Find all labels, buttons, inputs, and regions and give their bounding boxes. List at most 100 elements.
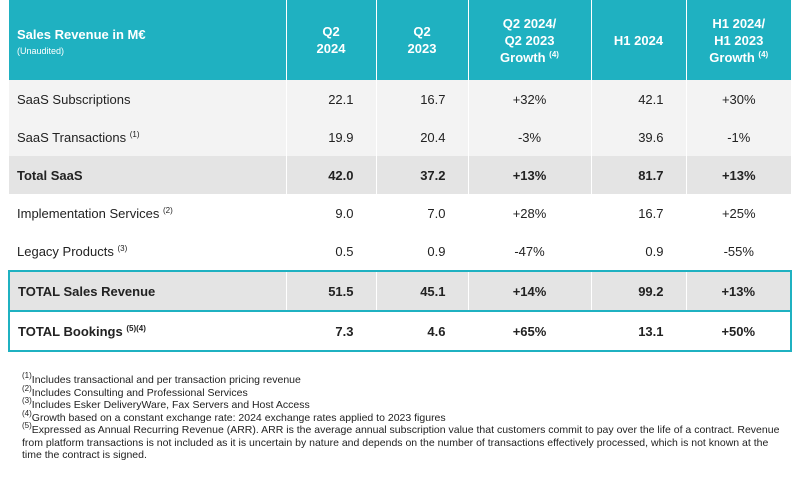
column-header-text: Q2 2023: [504, 32, 555, 48]
cell-value: +25%: [721, 205, 756, 221]
cell-value: 39.6: [638, 129, 664, 145]
value-cell: +30%: [685, 80, 791, 118]
value-cell: +28%: [467, 194, 591, 232]
value-cell: 9.0: [285, 194, 376, 232]
cell-value: +65%: [512, 323, 547, 339]
cell-value: 0.9: [645, 243, 664, 259]
cell-value: +13%: [721, 283, 756, 299]
value-cell: 45.1: [375, 270, 468, 311]
footnote-text: Includes transactional and per transacti…: [31, 374, 301, 386]
table-row: SaaS Transactions (1) 19.9 20.4 -3% 39.6 -1%: [9, 118, 791, 156]
footnote-mark: (1): [22, 371, 32, 380]
column-header: Q2 2023: [375, 0, 468, 80]
cell-value: 16.7: [638, 205, 664, 221]
footnote: (3)Includes Esker DeliveryWare, Fax Serv…: [22, 397, 782, 412]
value-cell: 20.4: [375, 118, 468, 156]
cell-value: 0.5: [335, 243, 354, 259]
cell-value: 0.9: [427, 243, 446, 259]
row-label: Implementation Services: [17, 205, 160, 221]
value-cell: +32%: [467, 80, 591, 118]
column-header-line: H1 2024: [592, 32, 686, 49]
row-label: SaaS Transactions: [17, 129, 127, 145]
value-cell: -1%: [685, 118, 791, 156]
cell-value: -1%: [727, 129, 751, 145]
cell-value: 51.5: [328, 283, 354, 299]
row-label-cell: Implementation Services (2): [9, 194, 286, 232]
column-header-line: 2023: [377, 40, 468, 57]
value-cell: 4.6: [375, 310, 468, 352]
row-label: SaaS Subscriptions: [17, 91, 131, 107]
column-header-note: (4): [549, 49, 559, 59]
value-cell: 7.3: [285, 310, 376, 352]
value-cell: 7.0: [375, 194, 468, 232]
footnote-mark: (4): [22, 408, 32, 418]
cell-value: +14%: [512, 283, 547, 299]
column-header-line: Growth (4): [687, 49, 792, 66]
footnote: (4)Growth based on a constant exchange r…: [22, 408, 782, 425]
cell-value: 81.7: [638, 167, 664, 183]
cell-value: 20.4: [420, 129, 446, 145]
column-header: Q2 2024/Q2 2023 Growth (4): [467, 0, 591, 80]
table-title: Sales Revenue in M€: [17, 27, 146, 42]
cell-value: +13%: [721, 167, 756, 183]
row-note: (3): [117, 243, 128, 253]
cell-value: 42.1: [638, 91, 664, 107]
cell-value: 19.9: [328, 129, 354, 145]
table-row: SaaS Subscriptions 22.1 16.7 +32% 42.1 +30%: [9, 80, 791, 118]
cell-value: 7.3: [335, 323, 354, 339]
value-cell: 16.7: [375, 80, 468, 118]
row-note: (2): [162, 205, 173, 215]
cell-value: -3%: [517, 129, 542, 145]
cell-value: 4.6: [427, 323, 446, 339]
value-cell: +65%: [467, 310, 591, 352]
column-header: H1 2024: [590, 0, 686, 80]
cell-value: -47%: [514, 243, 545, 259]
column-header-line: Q2: [287, 23, 376, 40]
footnote-text: Includes Consulting and Professional Ser…: [31, 386, 248, 399]
cell-value: 7.0: [427, 205, 446, 221]
value-cell: 39.6: [590, 118, 686, 156]
column-header-note: (4): [758, 49, 769, 59]
value-cell: +13%: [467, 156, 591, 194]
row-label: Total SaaS: [17, 167, 83, 183]
value-cell: -3%: [467, 118, 591, 156]
column-header-line: Q2: [377, 23, 468, 40]
footnote: (1)Includes transactional and per transa…: [22, 371, 782, 387]
column-header: Q2 2024: [285, 0, 376, 80]
column-header-text: Q2: [322, 24, 340, 39]
value-cell: 42.1: [590, 80, 686, 118]
cell-value: 37.2: [420, 167, 446, 183]
column-header-text: 2024: [316, 41, 346, 56]
cell-value: -55%: [723, 243, 754, 259]
row-label-cell: Legacy Products (3): [9, 232, 286, 271]
row-note: (5)(4): [126, 323, 146, 333]
value-cell: 42.0: [285, 156, 376, 194]
row-label-cell: Total SaaS: [9, 156, 286, 194]
row-label-cell: TOTAL Sales Revenue: [8, 270, 286, 311]
column-header-line: 2024: [287, 40, 376, 57]
value-cell: +14%: [467, 270, 591, 311]
value-cell: -55%: [685, 232, 791, 271]
cell-value: 99.2: [638, 283, 664, 299]
cell-value: +13%: [512, 167, 547, 183]
column-header-line: Q2 2024/: [469, 15, 591, 32]
value-cell: 19.9: [285, 118, 376, 156]
column-header-text: Q2 2024/: [502, 15, 557, 31]
value-cell: 0.5: [285, 232, 376, 271]
footnote: (5)Expressed as Annual Recurring Revenue…: [22, 421, 782, 462]
column-header-line: H1 2024/: [687, 15, 792, 32]
value-cell: 16.7: [590, 194, 686, 232]
value-cell: -47%: [467, 232, 591, 271]
footnote-mark: (5): [22, 421, 32, 430]
table-subtitle: (Unaudited): [17, 46, 65, 56]
cell-value: 22.1: [328, 91, 354, 107]
value-cell: +25%: [685, 194, 791, 232]
value-cell: +13%: [685, 270, 792, 311]
column-header-line: Q2 2023: [469, 32, 591, 49]
value-cell: 22.1: [285, 80, 376, 118]
row-note: (1): [129, 129, 140, 139]
row-label: TOTAL Bookings: [18, 323, 123, 339]
table-row: Total SaaS 42.0 37.2 +13% 81.7 +13%: [9, 156, 791, 194]
footnotes: (1)Includes transactional and per transa…: [22, 371, 782, 462]
